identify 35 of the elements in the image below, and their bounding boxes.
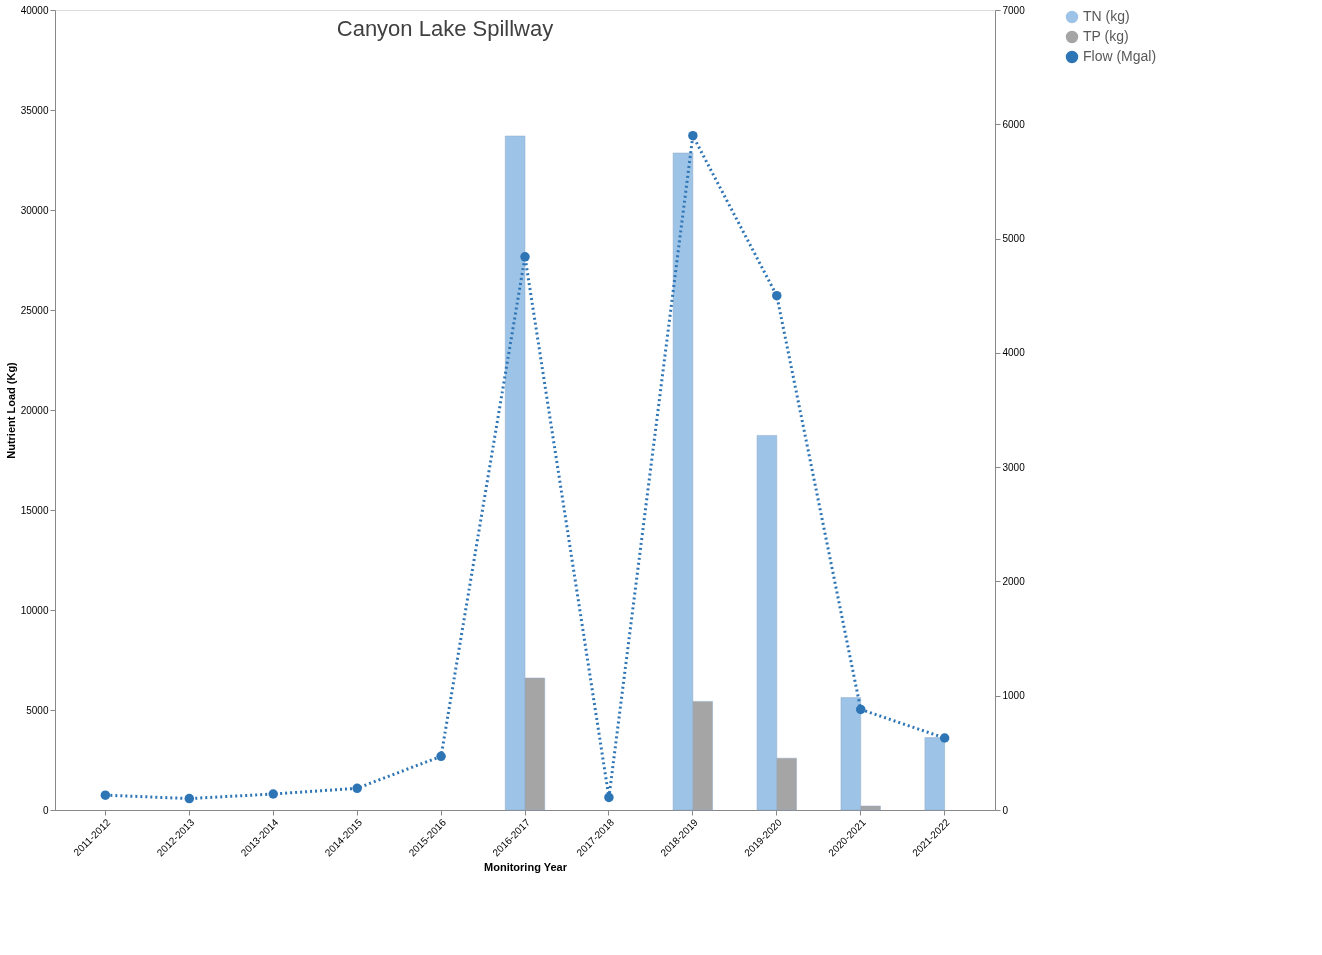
point [520,252,530,262]
y2-tick-label: 6000 [1002,118,1026,130]
y2-tick-label: 2000 [1002,575,1026,587]
y2-tick-label: 0 [1002,804,1009,816]
point [939,733,950,743]
y-tick-label: 10000 [20,604,49,616]
y-tick-label: 35000 [20,104,49,116]
point [100,790,111,800]
point [604,792,614,803]
y-tick-label: 0 [42,804,49,816]
y2-tick-label: 7000 [1002,4,1026,16]
legend-label: TN (kg) [1083,8,1130,24]
point [352,783,362,794]
point [855,704,866,715]
point [772,290,782,301]
y-tick-label: 15000 [20,504,49,516]
y-tick-label: 5000 [26,704,49,716]
point [436,751,446,762]
y2-tick-label: 1000 [1002,690,1026,702]
point [184,793,195,804]
y-tick-label: 30000 [20,204,49,216]
legend-label: TP (kg) [1083,28,1129,44]
y2-tick-label: 3000 [1002,461,1026,473]
point [268,789,278,799]
x-axis-title: Monitoring Year [484,861,568,874]
y2-tick-label: 4000 [1002,347,1026,359]
y-tick-label: 25000 [20,304,49,316]
bar [924,737,945,811]
y-axis-title: Nutrient Load (Kg) [4,361,17,459]
y-tick-label: 20000 [20,404,49,416]
y2-tick-label: 5000 [1002,233,1026,245]
y-tick-label: 40000 [20,4,49,16]
chart-title: Canyon Lake Spillway [336,16,554,41]
legend-label: Flow (Mgal) [1083,48,1157,64]
point [688,130,698,141]
